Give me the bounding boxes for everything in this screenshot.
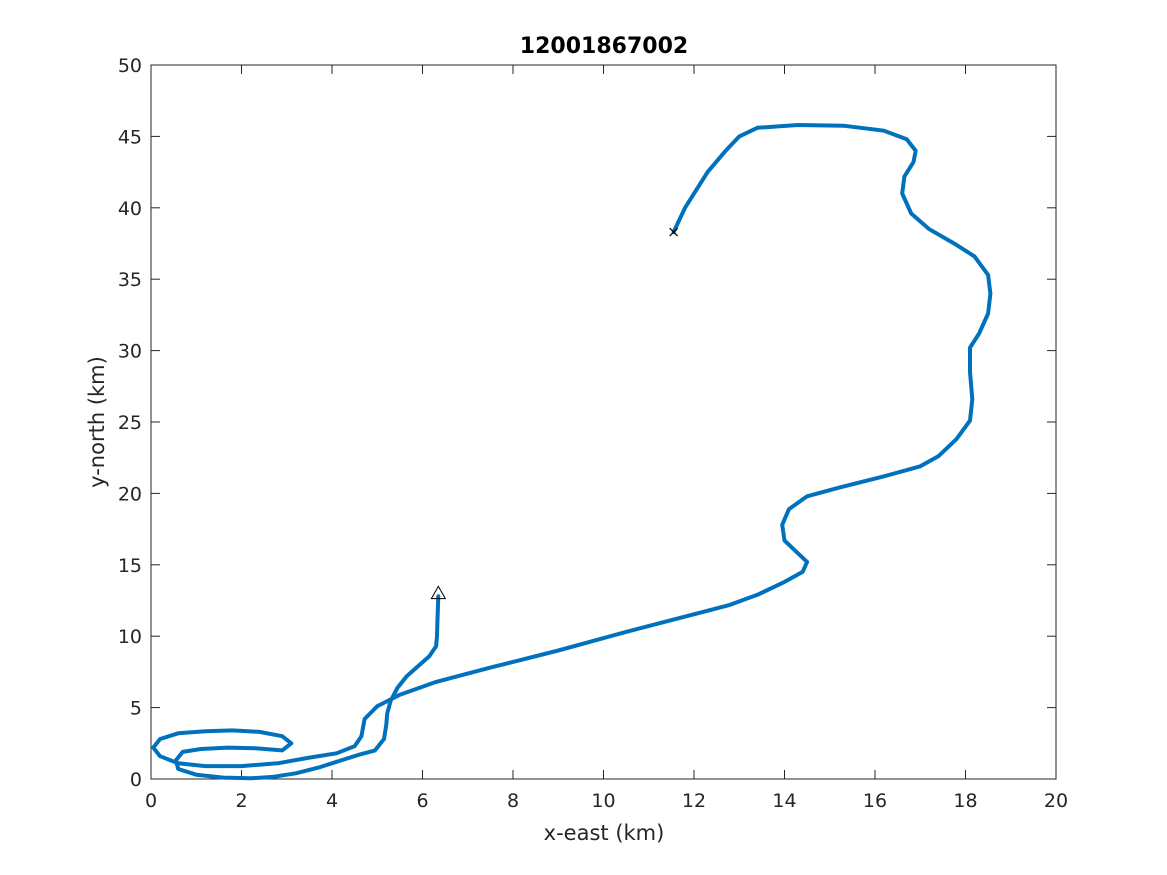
x-tick-label: 14 xyxy=(772,790,796,812)
start-marker-triangle xyxy=(430,585,447,600)
y-tick-label: 20 xyxy=(118,483,142,505)
y-axis-label: y-north (km) xyxy=(85,356,109,488)
x-tick-label: 4 xyxy=(326,790,338,812)
x-tick-label: 12 xyxy=(682,790,706,812)
x-tick-label: 0 xyxy=(145,790,157,812)
y-tick-label: 15 xyxy=(118,555,142,577)
y-tick-label: 30 xyxy=(118,341,142,363)
y-tick-label: 25 xyxy=(118,412,142,434)
y-tick-label: 10 xyxy=(118,626,142,648)
y-tick-label: 45 xyxy=(118,126,142,148)
x-tick-label: 10 xyxy=(591,790,615,812)
chart-title: 12001867002 xyxy=(520,34,688,59)
trajectory-line xyxy=(151,123,993,781)
end-marker-stroke xyxy=(669,227,679,237)
x-tick-label: 2 xyxy=(235,790,247,812)
x-tick-label: 8 xyxy=(507,790,519,812)
y-tick-label: 50 xyxy=(118,55,142,77)
y-tick-label: 5 xyxy=(130,698,142,720)
y-axis: 0 5 10 15 20 25 30 35 40 45 50 xyxy=(118,55,1056,791)
series-layer xyxy=(151,123,993,781)
x-tick-label: 18 xyxy=(953,790,977,812)
x-axis: 0 2 4 6 8 10 12 14 16 18 20 xyxy=(145,65,1068,812)
y-tick-label: 40 xyxy=(118,198,142,220)
x-tick-label: 6 xyxy=(416,790,428,812)
marker-layer xyxy=(430,227,679,600)
y-tick-label: 0 xyxy=(130,769,142,791)
x-tick-label: 20 xyxy=(1044,790,1068,812)
x-tick-label: 16 xyxy=(863,790,887,812)
y-tick-label: 35 xyxy=(118,269,142,291)
x-axis-label: x-east (km) xyxy=(544,821,665,845)
end-marker-x xyxy=(669,227,679,237)
